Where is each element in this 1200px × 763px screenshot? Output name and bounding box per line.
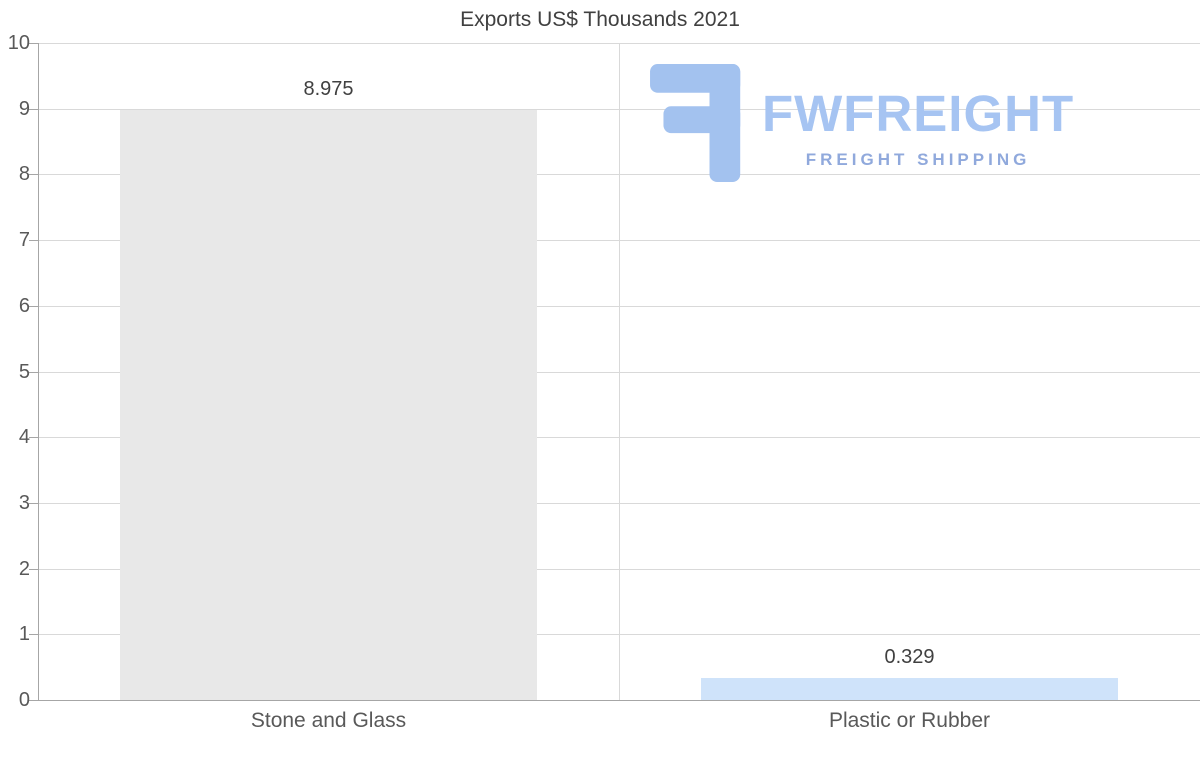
bar-value-label: 0.329 <box>884 646 935 669</box>
y-tick-mark <box>29 43 38 44</box>
category-label: Plastic or Rubber <box>828 709 991 732</box>
y-tick-label: 7 <box>18 229 30 252</box>
y-tick-label: 5 <box>18 360 30 383</box>
x-axis-line <box>38 700 1200 701</box>
y-tick-label: 4 <box>18 426 30 449</box>
y-tick-mark <box>29 502 38 504</box>
y-tick-label: 10 <box>7 32 30 54</box>
y-tick-label: 6 <box>18 294 30 317</box>
y-tick-mark <box>29 437 38 439</box>
bar <box>120 110 537 700</box>
category-separator <box>619 43 620 700</box>
brand-tagline: FREIGHT SHIPPING <box>805 150 1031 169</box>
chart-title: Exports US$ Thousands 2021 <box>460 8 740 31</box>
y-tick-label: 1 <box>18 623 30 646</box>
bar-value-label: 8.975 <box>303 78 354 101</box>
brand-name: FWFREIGHT <box>762 85 1075 142</box>
brand-watermark: FWFREIGHT FREIGHT SHIPPING <box>650 64 1074 182</box>
y-tick-mark <box>29 568 38 570</box>
y-tick-mark <box>29 174 38 176</box>
y-tick-label: 8 <box>18 163 30 186</box>
y-axis-line <box>38 43 39 700</box>
y-tick-label: 9 <box>18 97 30 120</box>
y-tick-mark <box>29 240 38 242</box>
y-tick-mark <box>29 371 38 373</box>
y-tick-label: 3 <box>18 491 30 514</box>
fwfreight-f-icon <box>650 64 741 182</box>
y-tick-label: 0 <box>18 689 30 711</box>
y-tick-mark <box>29 700 38 701</box>
y-tick-label: 2 <box>18 557 30 580</box>
category-label: Stone and Glass <box>250 709 407 732</box>
bar <box>701 678 1118 700</box>
brand-text-block: FWFREIGHT FREIGHT SHIPPING <box>762 88 1074 170</box>
y-tick-mark <box>29 634 38 636</box>
y-tick-mark <box>29 305 38 307</box>
y-tick-mark <box>29 108 38 110</box>
